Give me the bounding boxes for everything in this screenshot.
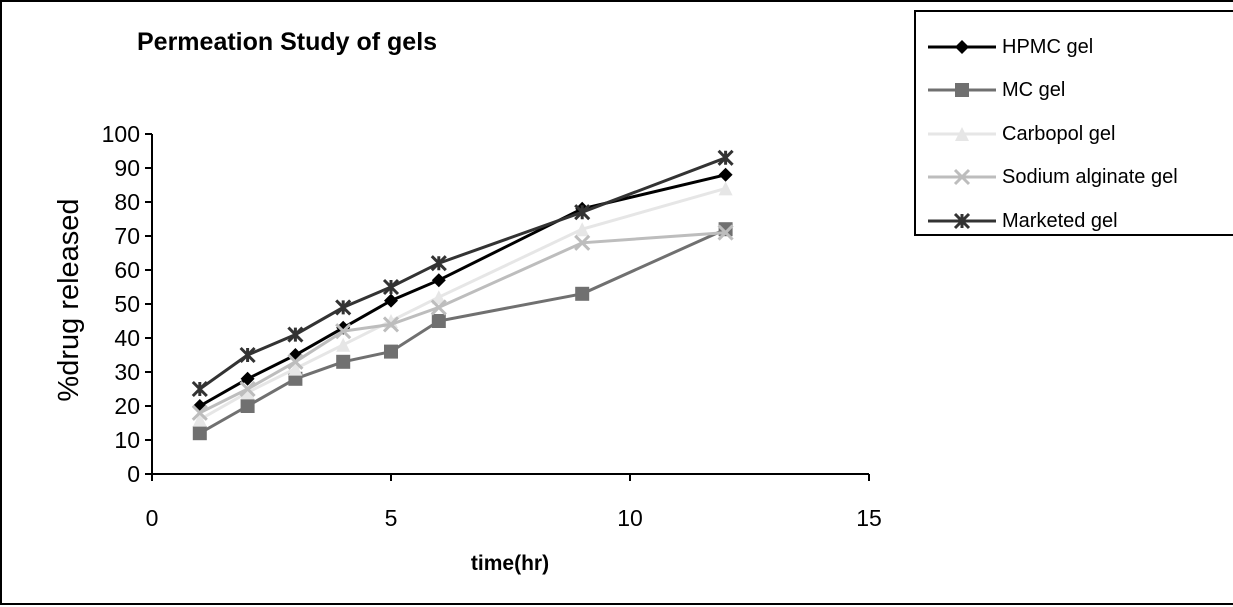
- legend-swatch-hpmc-gel: [928, 40, 996, 54]
- y-tick-label: 40: [114, 325, 140, 351]
- data-point-marketed-gel: [717, 149, 734, 166]
- data-point-sodium-alginate-gel: [574, 234, 591, 251]
- legend-marker-sodium-alginate-gel: [953, 168, 971, 186]
- data-point-mc-gel: [192, 426, 207, 441]
- legend-item-sodium-alginate-gel: Sodium alginate gel: [916, 162, 1233, 192]
- legend: HPMC gel MC gel Carbopol gel Sodium alginat…: [914, 10, 1233, 236]
- legend-marker-carbopol-gel: [955, 127, 969, 141]
- series-sodium-alginate-gel: [191, 224, 734, 421]
- data-point-sodium-alginate-gel: [287, 353, 304, 370]
- legend-marker-marketed-gel: [953, 212, 971, 230]
- data-point-carbopol-gel: [192, 412, 207, 427]
- legend-label: Marketed gel: [1002, 210, 1118, 232]
- series-line-mc-gel: [199, 227, 727, 435]
- data-point-carbopol-gel: [240, 385, 255, 400]
- legend-swatch-sodium-alginate-gel: [928, 168, 996, 186]
- data-point-marketed-gel: [239, 346, 256, 364]
- data-point-sodium-alginate-gel: [335, 323, 352, 340]
- ticks-layer: 0 10 20 30 40 50 60 70 80 90 100 0 5 10 15: [102, 121, 882, 531]
- y-tick-label: 30: [114, 359, 140, 385]
- legend-marker-hpmc-gel: [955, 40, 969, 54]
- y-tick-label: 70: [114, 223, 140, 249]
- x-tick-label: 5: [385, 505, 398, 531]
- x-tick-label: 15: [856, 505, 882, 531]
- data-point-hpmc-gel: [384, 293, 398, 308]
- data-point-mc-gel: [336, 354, 351, 369]
- legend-swatch-marketed-gel: [928, 212, 996, 230]
- series-line-marketed-gel: [198, 156, 727, 391]
- data-point-marketed-gel: [430, 255, 447, 272]
- data-point-carbopol-gel: [575, 222, 590, 237]
- x-tick-label: 10: [617, 505, 643, 531]
- data-point-sodium-alginate-gel: [717, 224, 734, 241]
- series-marketed-gel: [191, 149, 734, 398]
- y-tick-label: 80: [114, 189, 140, 215]
- x-tick-label: 0: [146, 505, 159, 531]
- series-carbopol-gel: [192, 181, 733, 427]
- series-line-carbopol-gel: [199, 186, 727, 421]
- data-point-carbopol-gel: [431, 290, 446, 305]
- data-point-hpmc-gel: [240, 371, 255, 386]
- chart-title: Permeation Study of gels: [137, 28, 437, 56]
- series-layer: [191, 149, 734, 441]
- series-mc-gel: [192, 222, 733, 441]
- series-hpmc-gel: [192, 167, 733, 413]
- y-axis-title: %drug released: [53, 198, 85, 401]
- y-tick-label: 90: [114, 155, 140, 181]
- data-point-sodium-alginate-gel: [382, 316, 400, 333]
- data-point-mc-gel: [384, 344, 398, 359]
- data-point-sodium-alginate-gel: [430, 299, 447, 316]
- data-point-mc-gel: [575, 286, 590, 301]
- data-point-marketed-gel: [574, 204, 591, 221]
- series-line-sodium-alginate-gel: [199, 231, 726, 415]
- data-point-hpmc-gel: [431, 273, 446, 288]
- y-tick-label: 20: [114, 393, 140, 419]
- legend-item-carbopol-gel: Carbopol gel: [916, 119, 1233, 149]
- y-tick-label: 50: [114, 291, 140, 317]
- legend-item-marketed-gel: Marketed gel: [916, 206, 1233, 236]
- data-point-sodium-alginate-gel: [191, 404, 208, 421]
- legend-label: Carbopol gel: [1002, 123, 1116, 145]
- y-tick-label: 100: [102, 121, 140, 147]
- x-axis-title: time(hr): [471, 552, 549, 575]
- data-point-sodium-alginate-gel: [239, 380, 256, 398]
- y-tick-label: 60: [114, 257, 140, 283]
- data-point-mc-gel: [240, 399, 255, 413]
- legend-item-mc-gel: MC gel: [916, 75, 1233, 105]
- legend-swatch-carbopol-gel: [928, 127, 996, 141]
- data-point-hpmc-gel: [718, 167, 733, 182]
- data-point-carbopol-gel: [336, 337, 351, 352]
- legend-label: Sodium alginate gel: [1002, 166, 1178, 188]
- legend-swatch-mc-gel: [928, 83, 996, 97]
- y-tick-label: 0: [127, 461, 140, 487]
- data-point-marketed-gel: [382, 278, 400, 296]
- data-point-mc-gel: [431, 314, 446, 328]
- legend-label: HPMC gel: [1002, 36, 1094, 58]
- data-point-carbopol-gel: [288, 361, 303, 376]
- data-point-marketed-gel: [335, 299, 352, 316]
- legend-item-hpmc-gel: HPMC gel: [916, 32, 1233, 62]
- data-point-carbopol-gel: [718, 181, 733, 196]
- legend-label: MC gel: [1002, 79, 1066, 101]
- data-point-marketed-gel: [191, 380, 208, 398]
- y-tick-label: 10: [114, 427, 140, 453]
- legend-marker-mc-gel: [955, 83, 969, 97]
- data-point-marketed-gel: [287, 326, 304, 343]
